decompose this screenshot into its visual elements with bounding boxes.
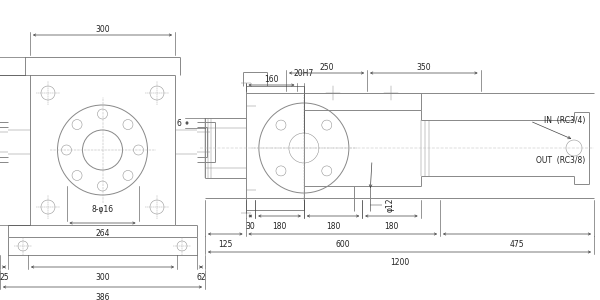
Text: 250: 250 xyxy=(319,62,334,71)
Text: 160: 160 xyxy=(264,76,279,85)
Text: 180: 180 xyxy=(272,222,287,231)
Text: 25: 25 xyxy=(0,273,9,282)
Text: 350: 350 xyxy=(416,62,431,71)
Text: OUT  (RC3/8): OUT (RC3/8) xyxy=(536,155,585,164)
Text: 600: 600 xyxy=(335,240,350,249)
Text: 1200: 1200 xyxy=(390,258,409,267)
Text: 62: 62 xyxy=(196,273,206,282)
Text: 180: 180 xyxy=(326,222,340,231)
Text: 20H7: 20H7 xyxy=(294,69,314,78)
Text: 30: 30 xyxy=(245,222,255,231)
Text: 125: 125 xyxy=(218,240,232,249)
Text: 8-φ16: 8-φ16 xyxy=(91,206,113,214)
Text: 300: 300 xyxy=(95,25,110,34)
Text: φ12: φ12 xyxy=(385,197,394,212)
Text: 180: 180 xyxy=(384,222,398,231)
Text: 300: 300 xyxy=(95,273,110,282)
Text: 264: 264 xyxy=(95,229,110,238)
Text: 475: 475 xyxy=(509,240,524,249)
Text: 6: 6 xyxy=(176,118,181,127)
Text: IN  (RC3/4): IN (RC3/4) xyxy=(544,116,585,125)
Text: 386: 386 xyxy=(95,293,110,300)
